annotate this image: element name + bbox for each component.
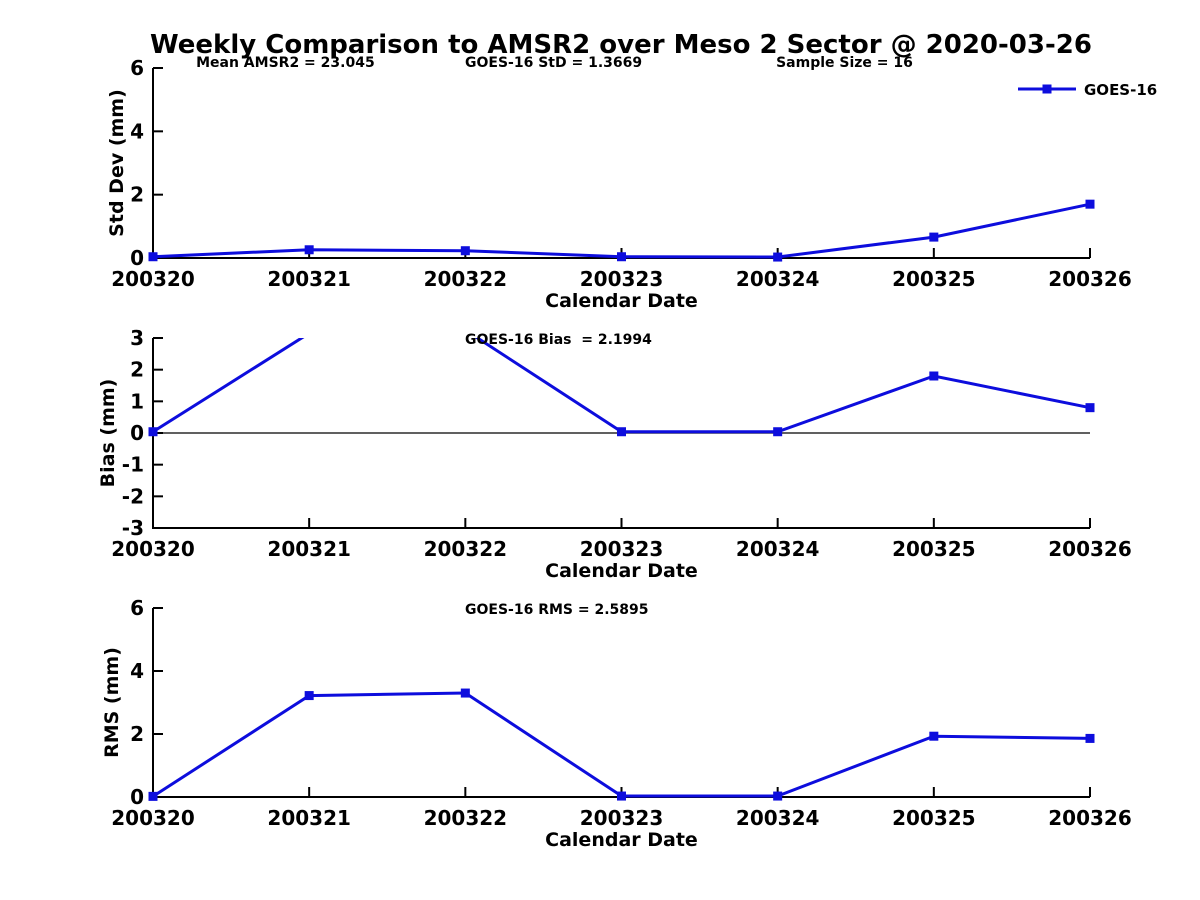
x-axis-label: Calendar Date (545, 560, 698, 582)
y-tick-label: 4 (130, 119, 144, 143)
data-marker (148, 427, 158, 437)
x-tick-label: 200322 (424, 537, 508, 561)
data-marker (305, 329, 314, 338)
x-tick-label: 200321 (267, 267, 351, 291)
y-tick-label: 1 (130, 389, 144, 413)
axes (152, 68, 1090, 259)
panel-annotation: GOES-16 Bias = 2.1994 (465, 332, 652, 348)
x-tick-label: 200324 (736, 537, 820, 561)
y-tick-label: -1 (122, 453, 144, 477)
x-tick-label: 200323 (580, 806, 664, 830)
legend: GOES-16 (1018, 81, 1157, 99)
x-tick-label: 200325 (892, 806, 976, 830)
x-tick-label: 200322 (424, 806, 508, 830)
data-marker (617, 791, 626, 801)
legend-label: GOES-16 (1084, 81, 1157, 99)
x-tick-label: 200326 (1048, 537, 1132, 561)
data-marker (773, 252, 783, 262)
x-tick-label: 200321 (267, 806, 351, 830)
y-axis-label: Std Dev (mm) (106, 89, 128, 237)
panel-annotation: Mean AMSR2 = 23.045 (196, 55, 375, 71)
y-axis-label: RMS (mm) (101, 647, 123, 758)
data-marker (460, 688, 470, 698)
data-line-goes-16 (152, 691, 1091, 798)
panel-rms: 0 2 4 6 200320 200321 200322 200323 200324 200325… (101, 596, 1132, 851)
data-marker (148, 252, 158, 262)
legend-marker (1042, 84, 1052, 94)
x-tick-label: 200321 (267, 537, 351, 561)
y-tick-label: 0 (130, 246, 144, 270)
data-marker (460, 246, 470, 256)
x-tick-label: 200326 (1048, 806, 1132, 830)
x-tick-label: 200320 (111, 267, 195, 291)
data-marker (617, 427, 626, 437)
x-tick-label: 200324 (736, 806, 820, 830)
y-tick-label: 3 (130, 326, 144, 350)
data-marker (1085, 199, 1095, 209)
x-tick-label: 200322 (424, 267, 508, 291)
y-tick-label: 2 (130, 722, 144, 746)
data-marker (773, 427, 783, 437)
x-tick-label: 200325 (892, 267, 976, 291)
axes (152, 608, 1090, 798)
chart-title: Weekly Comparison to AMSR2 over Meso 2 S… (150, 30, 1092, 60)
y-tick-label: 2 (130, 358, 144, 382)
x-tick-label: 200325 (892, 537, 976, 561)
y-tick-label: 0 (130, 421, 144, 445)
data-marker (929, 371, 939, 381)
data-marker (929, 232, 939, 242)
x-axis-label: Calendar Date (545, 290, 698, 312)
x-tick-label: 200323 (580, 267, 664, 291)
panel-std-dev: 0 2 4 6 200320 200321 200322 200323 200324 200325… (106, 55, 1132, 312)
y-tick-label: 4 (130, 659, 144, 683)
data-marker (304, 691, 314, 701)
x-tick-label: 200320 (111, 537, 195, 561)
y-tick-label: 6 (130, 596, 144, 620)
panel-annotation: GOES-16 StD = 1.3669 (465, 55, 642, 71)
data-marker (773, 791, 783, 801)
data-marker (304, 245, 314, 255)
y-tick-label: -3 (122, 516, 144, 540)
panel-annotation: Sample Size = 16 (776, 55, 913, 71)
data-marker (1085, 733, 1095, 743)
y-tick-label: 2 (130, 183, 144, 207)
y-tick-label: 6 (130, 56, 144, 80)
data-marker (617, 252, 626, 262)
x-axis-label: Calendar Date (545, 829, 698, 851)
x-tick-label: 200324 (736, 267, 820, 291)
y-tick-label: 0 (130, 785, 144, 809)
x-tick-label: 200320 (111, 806, 195, 830)
data-marker (148, 791, 158, 801)
y-tick-label: -2 (122, 484, 144, 508)
y-axis-label: Bias (mm) (97, 379, 119, 488)
x-tick-label: 200326 (1048, 267, 1132, 291)
panel-annotation: GOES-16 RMS = 2.5895 (465, 602, 649, 618)
x-tick-label: 200323 (580, 537, 664, 561)
data-marker (1085, 403, 1095, 413)
data-marker (929, 731, 939, 741)
